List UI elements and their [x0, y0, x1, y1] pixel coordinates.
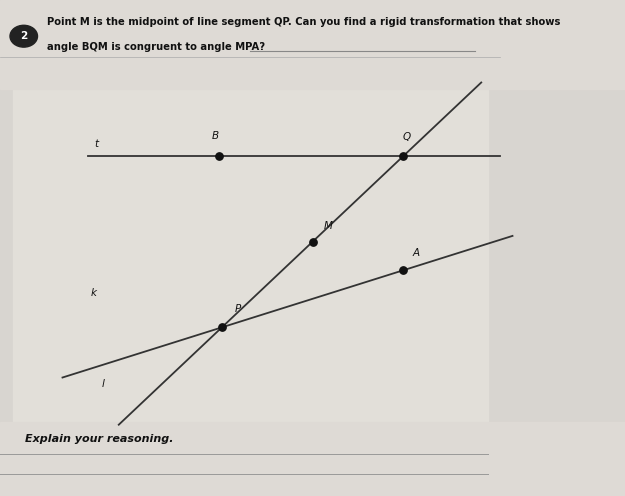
Point [308, 238, 318, 246]
Text: t: t [95, 139, 99, 149]
Text: A: A [412, 248, 419, 258]
Bar [12, 74, 488, 436]
Text: Explain your reasoning.: Explain your reasoning. [25, 434, 174, 444]
Text: l: l [102, 379, 104, 389]
Bar [0, 422, 625, 496]
Text: angle BQM is congruent to angle MPA?: angle BQM is congruent to angle MPA? [47, 42, 265, 52]
Point [398, 266, 408, 274]
Text: k: k [91, 288, 97, 298]
Point [214, 152, 224, 160]
Text: 2: 2 [20, 31, 28, 41]
Text: B: B [212, 131, 219, 141]
Text: M: M [324, 221, 332, 231]
Text: Point M is the midpoint of line segment QP. Can you find a rigid transformation : Point M is the midpoint of line segment … [47, 17, 560, 27]
Text: Q: Q [402, 132, 411, 142]
Point [217, 323, 227, 331]
Point [398, 152, 408, 160]
Bar [0, 0, 625, 89]
Text: P: P [234, 304, 241, 313]
Circle shape [10, 25, 38, 47]
